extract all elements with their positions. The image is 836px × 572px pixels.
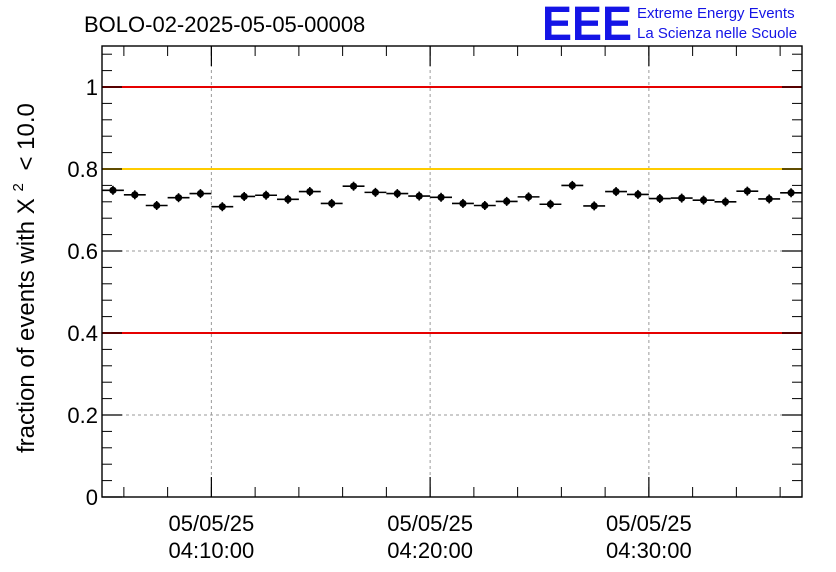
- data-point-8: [277, 194, 299, 204]
- data-point-marker-28: [721, 198, 730, 206]
- tick-labels: 00.20.40.60.8105/05/2504:10:0005/05/2504…: [67, 75, 691, 563]
- data-point-5: [211, 202, 234, 212]
- data-point-24: [627, 189, 649, 199]
- data-point-marker-1: [131, 191, 139, 199]
- data-point-0: [102, 185, 124, 195]
- data-point-marker-7: [262, 191, 270, 199]
- data-point-30: [758, 194, 781, 204]
- data-point-9: [298, 187, 321, 197]
- y-tick-label-3: 0.6: [67, 239, 98, 264]
- data-point-marker-9: [306, 187, 314, 196]
- data-point-marker-17: [481, 201, 489, 210]
- data-point-18: [495, 196, 518, 206]
- data-point-23: [605, 187, 627, 197]
- data-point-25: [648, 194, 671, 204]
- data-point-26: [670, 193, 693, 203]
- data-point-marker-0: [109, 186, 117, 194]
- data-point-marker-27: [699, 196, 708, 204]
- data-point-marker-8: [284, 195, 292, 203]
- data-point-marker-31: [787, 189, 795, 197]
- data-point-marker-2: [153, 201, 161, 210]
- data-point-marker-19: [524, 193, 533, 201]
- data-point-12: [364, 187, 387, 197]
- data-point-3: [167, 193, 190, 203]
- data-point-6: [233, 191, 256, 201]
- data-point-19: [517, 192, 540, 202]
- data-point-10: [320, 198, 343, 208]
- data-point-1: [123, 190, 146, 200]
- data-point-2: [145, 200, 168, 210]
- data-point-17: [473, 200, 496, 210]
- data-point-marker-15: [437, 193, 445, 201]
- data-point-marker-20: [546, 200, 555, 208]
- data-point-marker-12: [371, 188, 380, 196]
- x-tick-label-date-1: 05/05/25: [387, 511, 473, 536]
- data-point-29: [736, 186, 759, 196]
- eee-logo-line1: Extreme Energy Events: [637, 5, 795, 22]
- x-tick-label-date-2: 05/05/25: [606, 511, 692, 536]
- x-tick-label-time-0: 04:10:00: [169, 538, 255, 563]
- plot-frame: [101, 45, 803, 498]
- data-point-marker-6: [240, 192, 248, 201]
- data-point-marker-29: [743, 187, 751, 195]
- axes: [101, 45, 803, 498]
- data-point-marker-13: [393, 190, 401, 198]
- data-point-21: [561, 180, 584, 190]
- x-tick-label-date-0: 05/05/25: [169, 511, 255, 536]
- data-points: [102, 180, 802, 212]
- y-tick-label-1: 0.2: [67, 403, 98, 428]
- data-point-marker-11: [349, 182, 358, 190]
- y-tick-label-5: 1: [86, 75, 98, 100]
- data-point-marker-23: [612, 187, 620, 196]
- eee-logo-line2: La Scienza nelle Scuole: [637, 25, 797, 42]
- data-point-14: [408, 191, 431, 201]
- y-axis-label-sup: 2: [10, 183, 27, 191]
- data-point-marker-26: [678, 194, 686, 202]
- data-point-28: [714, 197, 737, 207]
- data-point-marker-3: [174, 194, 183, 202]
- data-point-15: [430, 192, 452, 202]
- chart-title: BOLO-02-2025-05-05-00008: [84, 12, 365, 37]
- data-point-22: [583, 201, 606, 211]
- data-point-4: [189, 189, 212, 199]
- data-point-7: [255, 190, 277, 200]
- data-point-16: [452, 198, 474, 208]
- data-point-marker-24: [634, 190, 642, 199]
- data-point-11: [342, 181, 365, 191]
- data-point-20: [539, 199, 562, 209]
- data-point-marker-22: [590, 202, 598, 210]
- eee-logo-text: EEE: [542, 0, 632, 51]
- y-axis-label-tail: < 10.0: [13, 103, 40, 170]
- data-point-13: [386, 189, 409, 199]
- data-point-marker-5: [218, 203, 226, 211]
- data-point-marker-21: [568, 181, 576, 189]
- data-point-27: [692, 195, 715, 205]
- y-tick-label-0: 0: [86, 485, 98, 510]
- data-point-marker-30: [765, 195, 773, 203]
- reference-lines: [102, 86, 802, 334]
- data-point-31: [780, 188, 802, 198]
- y-axis-label-text: fraction of events with: [13, 221, 40, 453]
- data-point-marker-25: [656, 194, 664, 203]
- data-point-marker-14: [415, 192, 423, 200]
- eee-logo: EEE Extreme Energy Events La Scienza nel…: [542, 0, 797, 51]
- y-axis-label-chi: X: [13, 198, 40, 214]
- data-point-marker-4: [196, 190, 205, 198]
- x-tick-label-time-1: 04:20:00: [387, 538, 473, 563]
- y-tick-label-4: 0.8: [67, 157, 98, 182]
- data-point-marker-18: [503, 197, 511, 205]
- data-point-marker-10: [328, 199, 336, 208]
- grid-lines: [102, 46, 802, 497]
- x-tick-label-time-2: 04:30:00: [606, 538, 692, 563]
- data-point-marker-16: [459, 199, 467, 208]
- y-tick-label-2: 0.4: [67, 321, 98, 346]
- y-axis-label: fraction of events with X 2 < 10.0: [2, 103, 40, 453]
